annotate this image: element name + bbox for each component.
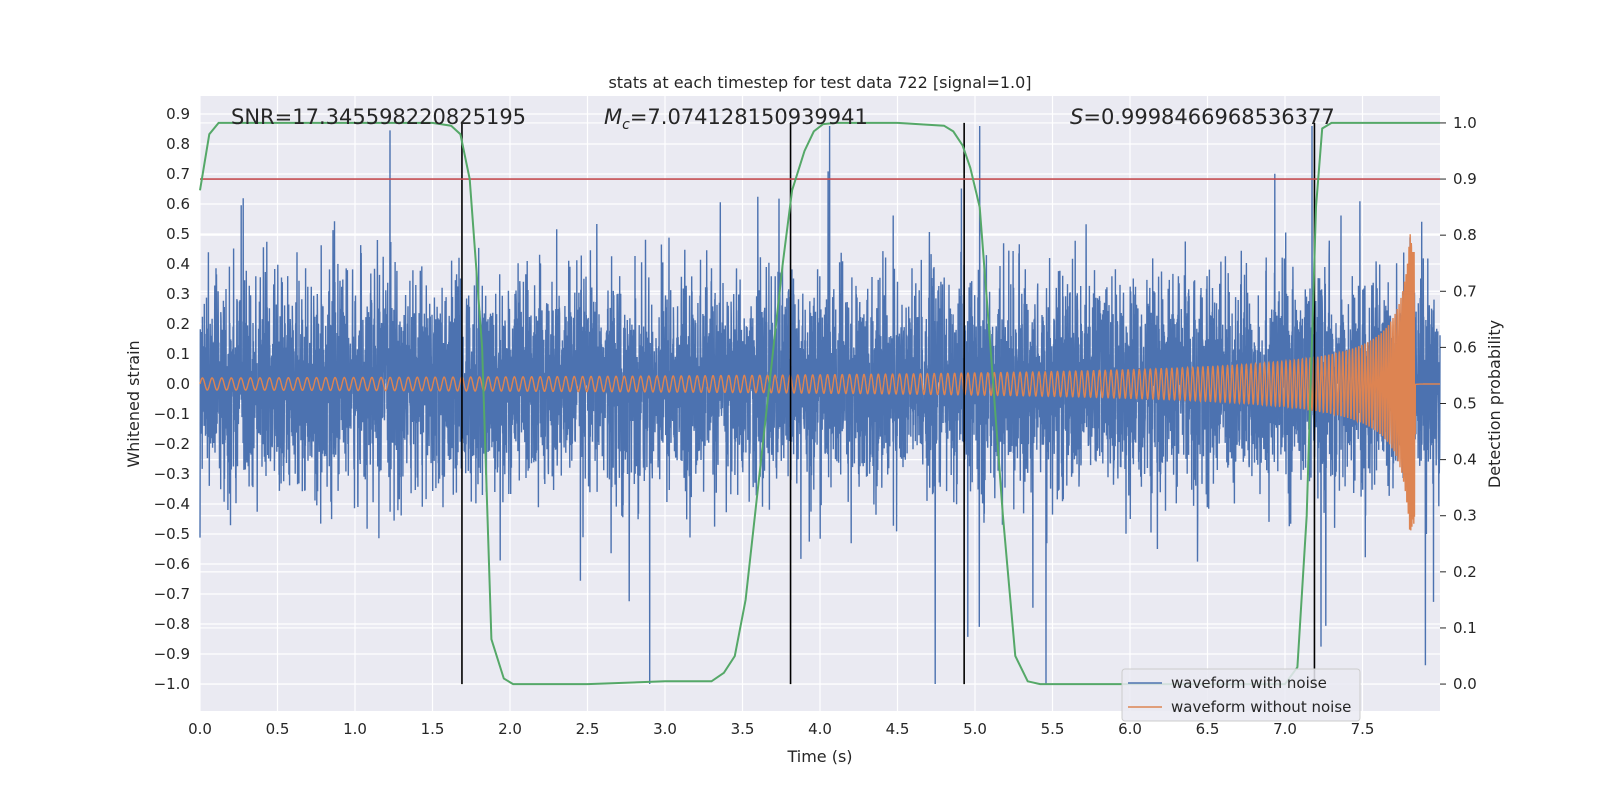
y-tick-label: 0.8 (166, 135, 190, 153)
y-tick-label: −0.8 (154, 615, 190, 633)
y2-tick-label: 0.2 (1453, 563, 1477, 581)
x-tick-label: 4.0 (808, 720, 832, 738)
legend-label-signal: waveform without noise (1171, 698, 1351, 716)
x-axis-label: Time (s) (786, 747, 852, 766)
y2-tick-label: 0.7 (1453, 282, 1477, 300)
y-tick-label: −0.7 (154, 585, 190, 603)
y-tick-label: −0.3 (154, 465, 190, 483)
y-tick-label: 0.1 (166, 345, 190, 363)
plot-area (199, 121, 1441, 686)
y-tick-label: −0.9 (154, 645, 190, 663)
x-tick-label: 1.5 (421, 720, 445, 738)
x-tick-label: 5.5 (1041, 720, 1065, 738)
y-tick-label: 0.2 (166, 315, 190, 333)
y2-tick-label: 0.1 (1453, 619, 1477, 637)
y-tick-label: 0.4 (166, 255, 190, 273)
y-tick-label: 0.6 (166, 195, 190, 213)
x-tick-label: 0.0 (188, 720, 212, 738)
x-tick-label: 7.0 (1273, 720, 1297, 738)
y-axis-label: Whitened strain (124, 340, 143, 467)
annotation-s: S=0.9998466968536377 (1070, 105, 1335, 129)
y-tick-label: 0.0 (166, 375, 190, 393)
y2-axis-ticks: 1.0 0.9 0.8 0.7 0.6 0.5 0.4 0.3 0.2 0.1 0.0 (1440, 114, 1477, 693)
vertical-markers (461, 122, 1316, 685)
y-tick-label: 0.7 (166, 165, 190, 183)
y-axis-ticks: 0.9 0.8 0.7 0.6 0.5 0.4 0.3 0.2 0.1 0.0 −0.1 −0.2 −0… (154, 105, 190, 693)
x-tick-label: 3.0 (653, 720, 677, 738)
y-tick-label: −1.0 (154, 675, 190, 693)
x-tick-label: 5.0 (963, 720, 987, 738)
y-tick-label: −0.4 (154, 495, 190, 513)
x-tick-label: 6.0 (1118, 720, 1142, 738)
series-waveform-without-noise (199, 234, 1440, 531)
x-tick-label: 0.5 (266, 720, 290, 738)
y-tick-label: −0.2 (154, 435, 190, 453)
annotation-chirp-mass: Mc=7.074128150939941 (604, 105, 868, 133)
x-tick-label: 7.5 (1351, 720, 1375, 738)
y2-tick-label: 0.3 (1453, 507, 1477, 525)
y2-tick-label: 0.5 (1453, 395, 1477, 413)
x-axis-ticks: 0.0 0.5 1.0 1.5 2.0 2.5 3.0 3.5 4.0 4.5 5.0 5.5 6.0 6… (188, 720, 1374, 738)
y2-axis-label: Detection probability (1485, 320, 1504, 488)
y-tick-label: −0.5 (154, 525, 190, 543)
x-tick-label: 2.0 (498, 720, 522, 738)
legend-label-noise: waveform with noise (1171, 674, 1327, 692)
x-tick-label: 2.5 (576, 720, 600, 738)
y2-tick-label: 0.4 (1453, 451, 1477, 469)
y2-tick-label: 1.0 (1453, 114, 1477, 132)
legend-box (1121, 668, 1361, 722)
series-waveform-with-noise (199, 125, 1441, 685)
y2-tick-label: 0.8 (1453, 226, 1477, 244)
legend: waveform with noise waveform without noi… (1121, 668, 1361, 722)
annotation-snr: SNR=17.345598220825195 (231, 105, 526, 129)
y2-tick-label: 0.0 (1453, 675, 1477, 693)
y-tick-label: 0.9 (166, 105, 190, 123)
x-tick-label: 4.5 (886, 720, 910, 738)
y-tick-label: 0.3 (166, 285, 190, 303)
x-tick-label: 1.0 (343, 720, 367, 738)
y-tick-label: 0.5 (166, 225, 190, 243)
y2-tick-label: 0.6 (1453, 338, 1477, 356)
x-tick-label: 3.5 (731, 720, 755, 738)
y-tick-label: −0.6 (154, 555, 190, 573)
x-tick-label: 6.5 (1196, 720, 1220, 738)
chart-title: stats at each timestep for test data 722… (608, 73, 1031, 92)
y2-tick-label: 0.9 (1453, 170, 1477, 188)
y-tick-label: −0.1 (154, 405, 190, 423)
